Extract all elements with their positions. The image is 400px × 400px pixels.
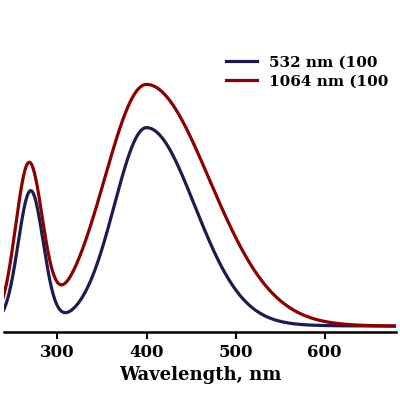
532 nm (100 [144,125,149,130]
1064 nm (100 [338,322,343,326]
532 nm (100 [248,304,253,309]
1064 nm (100 [394,324,398,328]
1064 nm (100 [236,242,241,246]
532 nm (100 [338,323,343,328]
1064 nm (100 [144,82,149,87]
Legend: 532 nm (100, 1064 nm (100: 532 nm (100, 1064 nm (100 [220,50,394,94]
532 nm (100 [17,231,22,236]
Line: 532 nm (100: 532 nm (100 [0,128,396,326]
1064 nm (100 [226,220,231,225]
532 nm (100 [226,276,231,281]
X-axis label: Wavelength, nm: Wavelength, nm [119,366,281,384]
532 nm (100 [297,322,302,327]
532 nm (100 [236,292,241,296]
532 nm (100 [394,324,398,328]
1064 nm (100 [248,263,253,268]
Line: 1064 nm (100: 1064 nm (100 [0,84,396,326]
1064 nm (100 [17,195,22,200]
1064 nm (100 [297,311,302,316]
